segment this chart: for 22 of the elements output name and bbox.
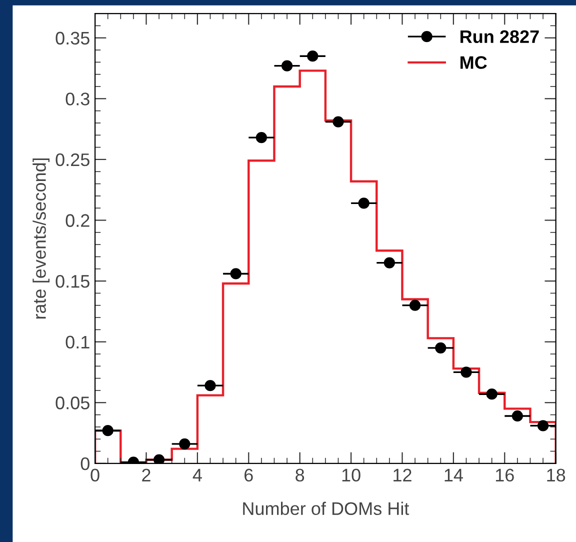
y-tick-label: 0.1 xyxy=(66,336,90,349)
x-tick-label: 8 xyxy=(296,468,304,482)
y-axis-title: rate [events/second] xyxy=(32,158,50,319)
x-tick-label: 16 xyxy=(496,468,514,482)
y-tick-label: 0.35 xyxy=(56,32,90,45)
y-tick-label: 0.05 xyxy=(56,396,90,410)
x-tick-label: 2 xyxy=(142,468,150,482)
legend-label: Run 2827 xyxy=(460,30,539,44)
x-tick-label: 18 xyxy=(547,468,566,482)
y-tick-label: 0.15 xyxy=(56,274,90,288)
x-tick-label: 12 xyxy=(394,468,412,482)
y-tick-label: 0.3 xyxy=(66,92,90,106)
x-tick-label: 0 xyxy=(90,468,100,482)
x-tick-label: 6 xyxy=(244,468,253,482)
x-axis-title: Number of DOMs Hit xyxy=(243,502,410,516)
y-tick-label: 0.2 xyxy=(66,214,90,227)
legend-label: MC xyxy=(460,56,487,69)
y-tick-label: 0 xyxy=(80,457,90,470)
x-tick-label: 10 xyxy=(342,468,360,482)
x-tick-label: 4 xyxy=(192,468,202,482)
y-tick-label: 0.25 xyxy=(56,153,90,166)
x-tick-label: 14 xyxy=(444,468,463,482)
